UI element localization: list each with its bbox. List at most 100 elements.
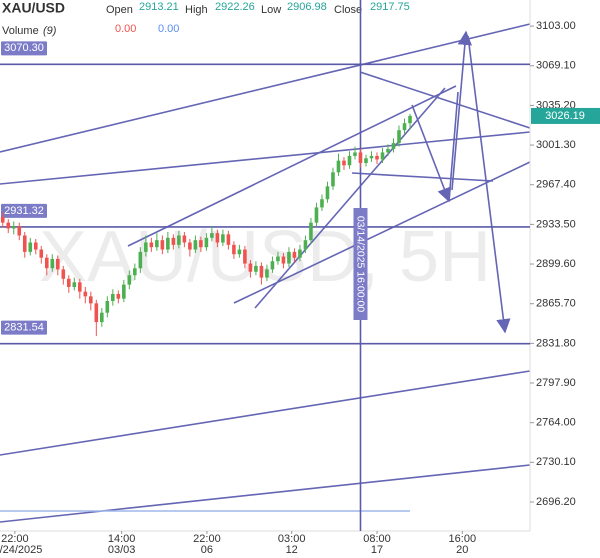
level-tag: [1, 41, 47, 56]
y-tick-label: 2764.00: [536, 417, 576, 429]
candle-body: [177, 235, 181, 245]
trend-line: [127, 85, 457, 247]
y-tick-label: 2967.40: [536, 179, 576, 191]
y-tick-label: 2831.80: [536, 337, 576, 349]
candle-body: [347, 155, 352, 166]
candle-body: [160, 240, 165, 250]
candle-body: [391, 143, 396, 149]
candle-body: [320, 199, 324, 208]
level-tag: [1, 203, 47, 218]
label: High: [185, 4, 208, 16]
x-tick-label: 16:00: [449, 533, 477, 545]
candle-body: [0, 216, 5, 223]
level-tag: [1, 320, 47, 335]
y-tick-label: 2730.10: [536, 456, 576, 468]
y-tick-label: 3001.30: [536, 139, 576, 151]
x-tick-date: 02/24/2025: [0, 544, 42, 556]
candle-body: [182, 235, 187, 243]
candle-body: [149, 242, 154, 248]
candle-body: [342, 160, 346, 166]
price-tag: [531, 107, 600, 124]
value: 0.00: [158, 23, 179, 35]
candle-body: [369, 155, 374, 159]
candle-body: [270, 261, 275, 270]
level-label: 2831.54: [4, 322, 44, 334]
arrow: [448, 91, 459, 202]
x-tick-label: 14:00: [108, 533, 136, 545]
trend-line: [0, 131, 531, 185]
candle-body: [386, 148, 390, 153]
watermark: XAU/USD, 5H: [39, 217, 491, 297]
candle-body: [111, 293, 115, 302]
y-tick-label: 3069.10: [536, 60, 576, 72]
label: Low: [261, 4, 281, 16]
candle-body: [127, 275, 132, 285]
trend-line: [351, 172, 494, 182]
candle-body: [83, 291, 88, 297]
x-tick-label: 22:00: [1, 533, 29, 545]
candle-body: [303, 240, 308, 250]
candle-body: [254, 265, 258, 272]
y-tick-label: 2696.20: [536, 496, 576, 508]
candle-body: [287, 251, 291, 264]
x-tick-date: 17: [371, 544, 383, 556]
symbol: XAU/USD: [2, 0, 65, 16]
candle-body: [325, 186, 330, 200]
trend-line: [254, 87, 446, 309]
level-label: 2931.32: [4, 205, 44, 217]
candle-body: [237, 249, 242, 255]
candle-body: [248, 263, 253, 272]
candle-body: [193, 240, 198, 250]
x-tick-date: 03/03: [108, 544, 136, 556]
candle-body: [397, 130, 401, 144]
candle-body: [375, 155, 379, 160]
arrow: [467, 35, 511, 334]
candle-body: [210, 233, 214, 238]
candle-body: [221, 234, 225, 243]
candle-body: [281, 256, 286, 264]
candle-body: [78, 282, 82, 292]
level-label: 3070.30: [4, 42, 44, 54]
marker-tag: [353, 208, 368, 320]
candle-body: [105, 301, 110, 313]
y-tick-label: 2865.70: [536, 298, 576, 310]
candle-body: [155, 240, 159, 248]
candle-body: [28, 242, 33, 252]
y-tick-label: 3103.00: [536, 20, 576, 32]
candle-body: [44, 257, 49, 269]
candle-body: [39, 249, 44, 258]
candle-body: [166, 237, 170, 250]
candle-body: [188, 242, 192, 250]
label: Volume: [2, 25, 39, 37]
candle-body: [100, 312, 104, 323]
arrow: [451, 30, 473, 191]
candle-body: [11, 226, 16, 229]
x-tick-date: 12: [286, 544, 298, 556]
candle-body: [215, 233, 220, 243]
candle-body: [17, 226, 22, 236]
trend-line: [0, 370, 531, 456]
candle-body: [292, 251, 297, 258]
candle-body: [138, 251, 143, 269]
candle-body: [314, 207, 319, 223]
candle-body: [6, 222, 11, 229]
candle-body: [408, 115, 412, 124]
marker-label: 03/14/2025 16:00:00: [355, 216, 367, 313]
x-tick-date: 20: [456, 544, 468, 556]
value: 2922.26: [215, 1, 255, 13]
candle-body: [66, 278, 71, 287]
x-tick-label: 03:00: [278, 533, 306, 545]
candle-body: [232, 244, 236, 255]
price-tag-label: 3026.19: [545, 110, 585, 122]
candle-body: [61, 269, 66, 279]
candle-body: [336, 160, 341, 173]
trend-line: [0, 23, 531, 153]
label: Open: [106, 4, 133, 16]
candle-body: [402, 123, 407, 131]
trend-line: [359, 71, 531, 129]
candle-body: [380, 152, 385, 160]
candle-body: [259, 265, 264, 278]
value: 2906.98: [287, 1, 327, 13]
drawings: [0, 23, 531, 523]
